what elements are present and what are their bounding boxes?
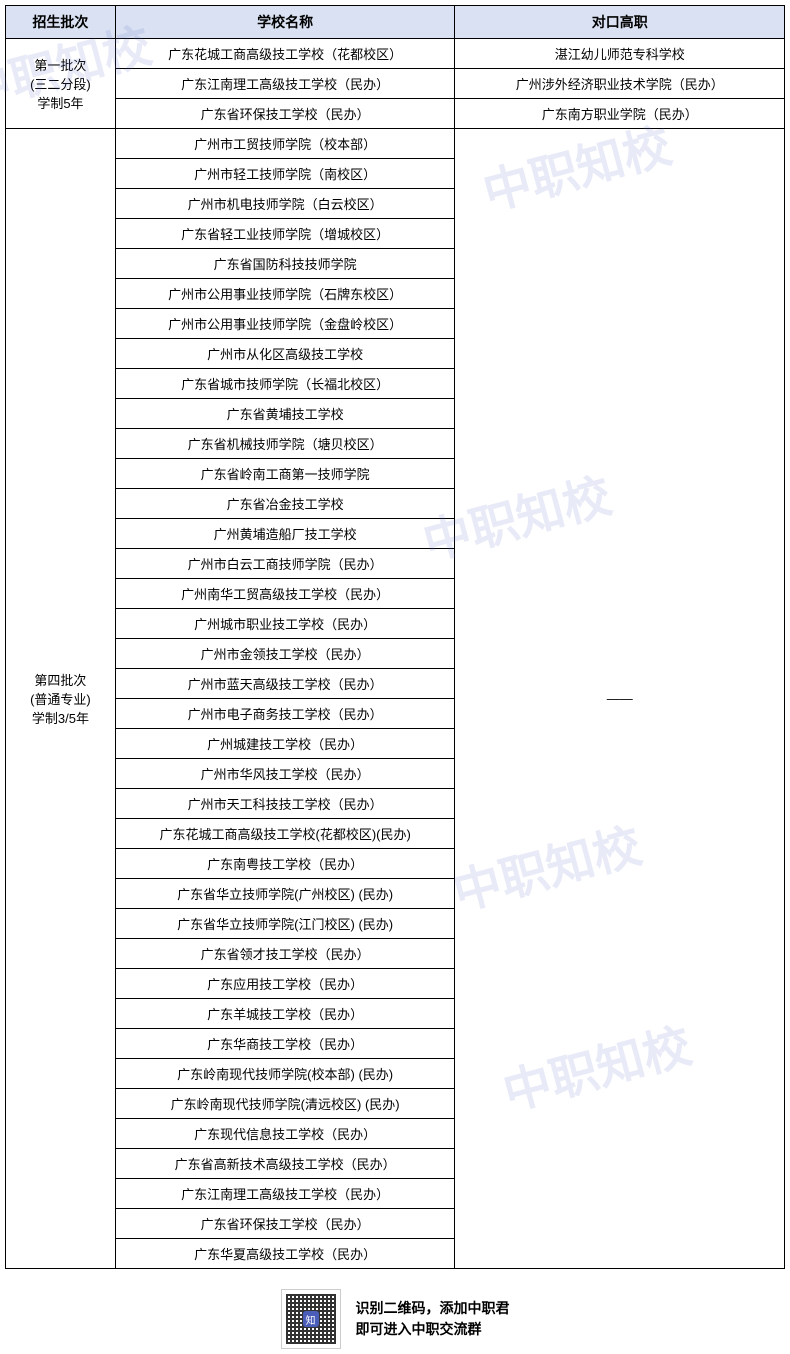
school-cell: 广州市公用事业技师学院（金盘岭校区） xyxy=(115,309,455,339)
school-cell: 广东省黄埔技工学校 xyxy=(115,399,455,429)
admissions-table: 招生批次 学校名称 对口高职 第一批次(三二分段)学制5年广东花城工商高级技工学… xyxy=(5,5,785,1269)
table-row: 第四批次(普通专业)学制3/5年广州市工贸技师学院（校本部）—— xyxy=(6,129,785,159)
batch4-label: 第四批次(普通专业)学制3/5年 xyxy=(6,129,116,1269)
school-cell: 广州市轻工技师学院（南校区） xyxy=(115,159,455,189)
school-cell: 广东省冶金技工学校 xyxy=(115,489,455,519)
footer: 知 识别二维码，添加中职君 即可进入中职交流群 xyxy=(5,1289,785,1349)
table-row: 广东省环保技工学校（民办）广东南方职业学院（民办） xyxy=(6,99,785,129)
school-cell: 广东华商技工学校（民办） xyxy=(115,1029,455,1059)
school-cell: 广州城建技工学校（民办） xyxy=(115,729,455,759)
school-cell: 广东省高新技术高级技工学校（民办） xyxy=(115,1149,455,1179)
school-cell: 广州市天工科技技工学校（民办） xyxy=(115,789,455,819)
school-cell: 广州市金领技工学校（民办） xyxy=(115,639,455,669)
school-cell: 广州市工贸技师学院（校本部） xyxy=(115,129,455,159)
vocational-placeholder: —— xyxy=(455,129,785,1269)
school-cell: 广州市电子商务技工学校（民办） xyxy=(115,699,455,729)
school-cell: 广东省华立技师学院(江门校区) (民办) xyxy=(115,909,455,939)
footer-line1: 识别二维码，添加中职君 xyxy=(356,1298,510,1319)
school-cell: 广东岭南现代技师学院(清远校区) (民办) xyxy=(115,1089,455,1119)
school-cell: 广州市白云工商技师学院（民办） xyxy=(115,549,455,579)
school-cell: 广东江南理工高级技工学校（民办） xyxy=(115,1179,455,1209)
school-cell: 广州市机电技师学院（白云校区） xyxy=(115,189,455,219)
school-cell: 广东省城市技师学院（长福北校区） xyxy=(115,369,455,399)
table-row: 第一批次(三二分段)学制5年广东花城工商高级技工学校（花都校区）湛江幼儿师范专科… xyxy=(6,39,785,69)
school-cell: 广东羊城技工学校（民办） xyxy=(115,999,455,1029)
header-batch: 招生批次 xyxy=(6,6,116,39)
batch1-label: 第一批次(三二分段)学制5年 xyxy=(6,39,116,129)
school-cell: 广州市公用事业技师学院（石牌东校区） xyxy=(115,279,455,309)
footer-line2: 即可进入中职交流群 xyxy=(356,1319,510,1340)
school-cell: 广东岭南现代技师学院(校本部) (民办) xyxy=(115,1059,455,1089)
school-cell: 广东省环保技工学校（民办） xyxy=(115,99,455,129)
qr-center-icon: 知 xyxy=(303,1311,319,1327)
school-cell: 广州城市职业技工学校（民办） xyxy=(115,609,455,639)
school-cell: 广东省华立技师学院(广州校区) (民办) xyxy=(115,879,455,909)
school-cell: 广东花城工商高级技工学校（花都校区） xyxy=(115,39,455,69)
school-cell: 广州市从化区高级技工学校 xyxy=(115,339,455,369)
vocational-cell: 广州涉外经济职业技术学院（民办） xyxy=(455,69,785,99)
school-cell: 广东省国防科技技师学院 xyxy=(115,249,455,279)
school-cell: 广东江南理工高级技工学校（民办） xyxy=(115,69,455,99)
school-cell: 广州南华工贸高级技工学校（民办） xyxy=(115,579,455,609)
school-cell: 广东省机械技师学院（塘贝校区） xyxy=(115,429,455,459)
school-cell: 广州市蓝天高级技工学校（民办） xyxy=(115,669,455,699)
vocational-cell: 广东南方职业学院（民办） xyxy=(455,99,785,129)
school-cell: 广东花城工商高级技工学校(花都校区)(民办) xyxy=(115,819,455,849)
qr-code[interactable]: 知 xyxy=(281,1289,341,1349)
footer-text: 识别二维码，添加中职君 即可进入中职交流群 xyxy=(356,1298,510,1340)
header-school: 学校名称 xyxy=(115,6,455,39)
school-cell: 广州黄埔造船厂技工学校 xyxy=(115,519,455,549)
school-cell: 广东省环保技工学校（民办） xyxy=(115,1209,455,1239)
school-cell: 广东华夏高级技工学校（民办） xyxy=(115,1239,455,1269)
school-cell: 广东南粤技工学校（民办） xyxy=(115,849,455,879)
header-vocational: 对口高职 xyxy=(455,6,785,39)
school-cell: 广东省岭南工商第一技师学院 xyxy=(115,459,455,489)
school-cell: 广东省轻工业技师学院（增城校区） xyxy=(115,219,455,249)
table-row: 广东江南理工高级技工学校（民办）广州涉外经济职业技术学院（民办） xyxy=(6,69,785,99)
school-cell: 广州市华风技工学校（民办） xyxy=(115,759,455,789)
table-header-row: 招生批次 学校名称 对口高职 xyxy=(6,6,785,39)
school-cell: 广东应用技工学校（民办） xyxy=(115,969,455,999)
school-cell: 广东省领才技工学校（民办） xyxy=(115,939,455,969)
vocational-cell: 湛江幼儿师范专科学校 xyxy=(455,39,785,69)
school-cell: 广东现代信息技工学校（民办） xyxy=(115,1119,455,1149)
